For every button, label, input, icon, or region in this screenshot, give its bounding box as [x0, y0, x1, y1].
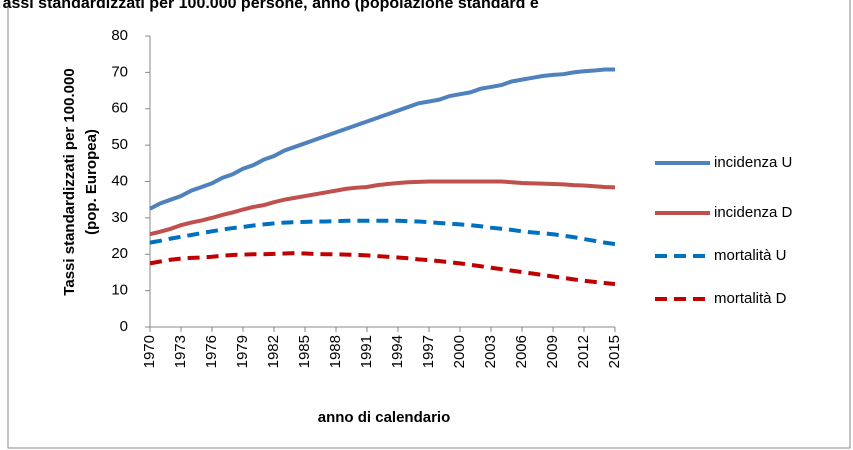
legend-label: mortalità D — [714, 290, 787, 307]
y-tick-label: 10 — [111, 282, 128, 299]
x-tick-label: 1991 — [358, 335, 375, 368]
y-tick-label: 60 — [111, 100, 128, 117]
x-tick-label: 1976 — [203, 335, 220, 368]
y-tick-label: 70 — [111, 63, 128, 80]
data-line — [149, 218, 616, 247]
x-tick-label: 1985 — [296, 335, 313, 368]
y-tick-label: 50 — [111, 136, 128, 153]
y-axis-label: Tassi standardizzati per 100.000 — [61, 68, 78, 295]
x-tick-label: 2009 — [544, 335, 561, 368]
y-tick-label: 30 — [111, 209, 128, 226]
chart-title: Tassi standardizzati per 100.000 persone… — [0, 0, 539, 12]
x-tick-label: 1982 — [265, 335, 282, 368]
chart-border — [7, 0, 851, 449]
x-tick-label: 1988 — [327, 335, 344, 368]
x-tick-label: 1997 — [420, 335, 437, 368]
x-tick-label: 1973 — [172, 335, 189, 368]
x-tick-label: 1994 — [389, 335, 406, 368]
legend-label: incidenza D — [714, 204, 793, 221]
x-tick-label: 2003 — [482, 335, 499, 368]
x-tick-label: 2006 — [513, 335, 530, 368]
y-tick-label: 40 — [111, 172, 128, 189]
data-line — [149, 179, 616, 237]
y-tick-label: 0 — [120, 318, 128, 335]
y-tick-label: 80 — [111, 27, 128, 44]
legend-label: incidenza U — [714, 154, 792, 171]
y-axis-label: (pop. Europea) — [83, 129, 100, 235]
y-tick-label: 20 — [111, 245, 128, 262]
data-line — [149, 67, 615, 211]
x-tick-label: 1979 — [234, 335, 251, 368]
x-axis-label: anno di calendario — [318, 409, 451, 426]
x-tick-label: 2012 — [575, 335, 592, 368]
legend-label: mortalità U — [714, 247, 787, 264]
x-tick-label: 2015 — [606, 335, 623, 368]
data-line — [149, 251, 616, 287]
x-tick-label: 1970 — [141, 335, 158, 368]
x-tick-label: 2000 — [451, 335, 468, 368]
